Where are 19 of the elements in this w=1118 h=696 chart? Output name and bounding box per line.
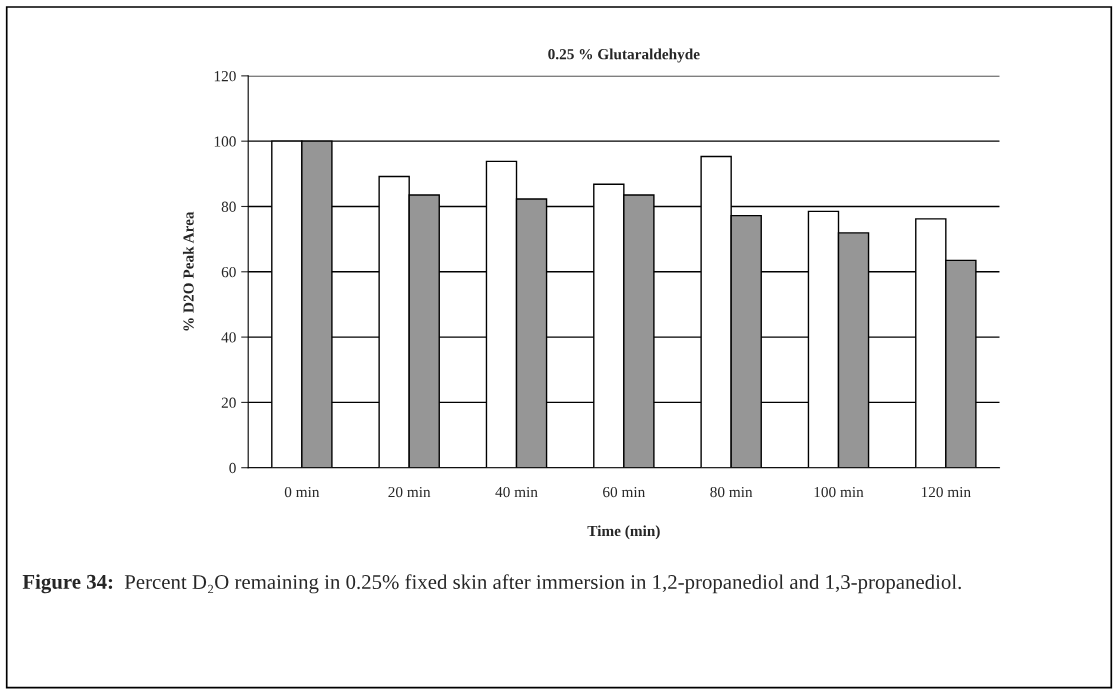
x-tick-label: 60 min (603, 486, 646, 498)
x-tick-label: 20 min (388, 486, 431, 498)
y-tick-label: 120 (214, 71, 236, 82)
x-tick-label: 80 min (710, 486, 753, 498)
x-tick-label: 100 min (814, 486, 864, 498)
y-tick-label: 60 (221, 266, 236, 278)
y-tick-label: 0 (229, 462, 236, 474)
y-axis-title: % D2O Peak Area (182, 211, 194, 331)
y-tick-label: 40 (221, 332, 236, 343)
caption: Figure 34: (22, 574, 113, 594)
x-tick-label: 40 min (495, 486, 538, 498)
text: Percent D₂O remaining in 0.25% fixed skin after immersion in 1,2-propanediol and 1,3-propanediol. (124, 574, 961, 594)
y-tick-label: 80 (221, 201, 236, 212)
x-axis-title: Time (min) (587, 525, 660, 540)
chart-title: 0.25 % Glutaraldehyde (548, 48, 700, 63)
y-tick-label: 20 (221, 397, 236, 408)
x-tick-label: 120 min (921, 486, 971, 498)
x-tick-label: 0 min (284, 486, 320, 498)
y-tick-label: 100 (214, 136, 236, 147)
